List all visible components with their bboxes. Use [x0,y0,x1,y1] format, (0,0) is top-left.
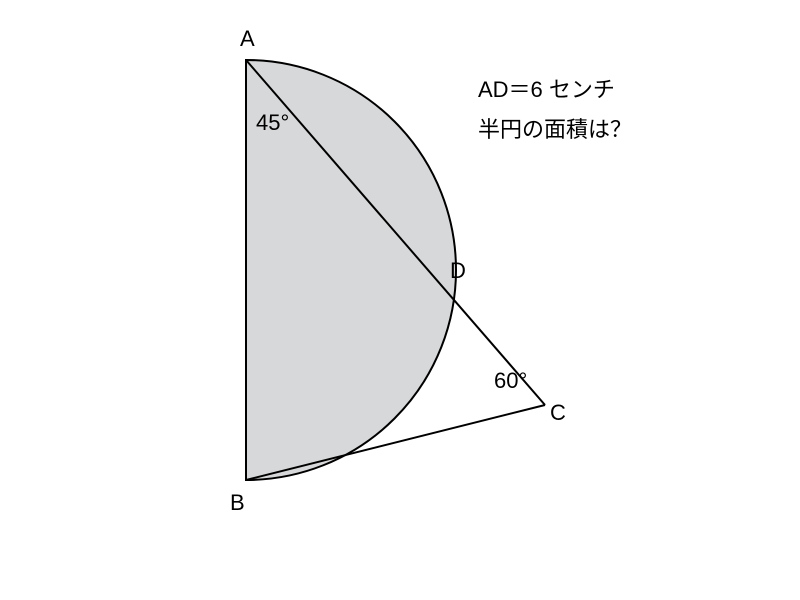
angle-45-label: 45° [256,110,289,136]
point-b-label: B [230,490,245,516]
point-d-label: D [450,258,466,284]
point-a-label: A [240,26,255,52]
geometry-diagram [0,0,800,600]
problem-text-line1: AD＝6 センチ [478,72,615,104]
problem-text-line2: 半円の面積は？ [478,112,632,144]
point-c-label: C [550,400,566,426]
angle-60-label: 60° [494,368,527,394]
